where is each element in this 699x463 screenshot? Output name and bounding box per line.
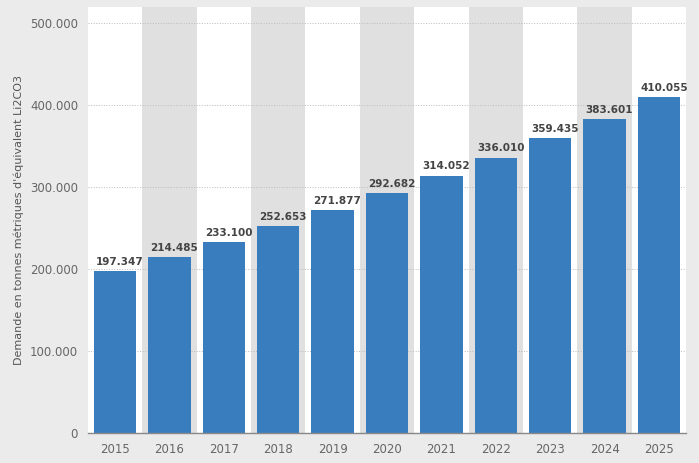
Text: 314.052: 314.052	[422, 162, 470, 171]
Bar	[632, 7, 686, 432]
Bar	[196, 7, 251, 432]
Bar	[523, 7, 577, 432]
Y-axis label: Demande en tonnes métriques d'équivalent Li2CO3: Demande en tonnes métriques d'équivalent…	[14, 75, 24, 365]
Bar	[257, 226, 299, 432]
Bar	[577, 7, 632, 432]
Text: 336.010: 336.010	[477, 144, 524, 153]
Bar	[88, 7, 142, 432]
Text: 410.055: 410.055	[640, 83, 688, 93]
Text: 292.682: 292.682	[368, 179, 415, 189]
Text: 383.601: 383.601	[586, 105, 633, 114]
Bar	[94, 271, 136, 432]
Bar	[251, 7, 305, 432]
Bar	[305, 7, 360, 432]
Bar	[638, 97, 680, 432]
Text: 359.435: 359.435	[531, 124, 579, 134]
Bar	[148, 257, 191, 432]
Bar	[366, 193, 408, 432]
Bar	[360, 7, 415, 432]
Text: 271.877: 271.877	[314, 196, 361, 206]
Bar	[529, 138, 572, 432]
Text: 252.653: 252.653	[259, 212, 307, 222]
Bar	[415, 7, 468, 432]
Text: 233.100: 233.100	[205, 228, 252, 238]
Bar	[475, 157, 517, 432]
Bar	[142, 7, 196, 432]
Bar	[420, 175, 463, 432]
Bar	[312, 210, 354, 432]
Bar	[584, 119, 626, 432]
Bar	[203, 242, 245, 432]
Text: 197.347: 197.347	[96, 257, 144, 267]
Bar	[468, 7, 523, 432]
Text: 214.485: 214.485	[150, 243, 198, 253]
